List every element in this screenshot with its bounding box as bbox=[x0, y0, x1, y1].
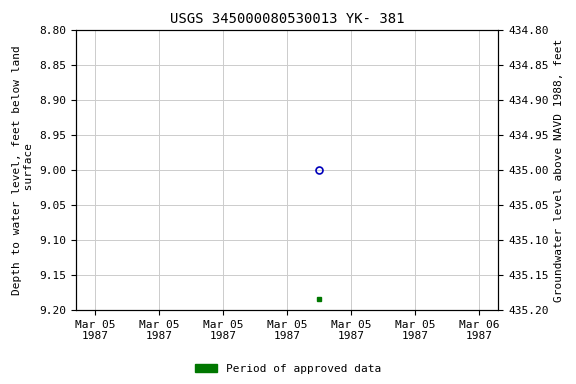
Title: USGS 345000080530013 YK- 381: USGS 345000080530013 YK- 381 bbox=[170, 12, 404, 26]
Y-axis label: Depth to water level, feet below land
 surface: Depth to water level, feet below land su… bbox=[12, 45, 33, 295]
Y-axis label: Groundwater level above NAVD 1988, feet: Groundwater level above NAVD 1988, feet bbox=[554, 38, 564, 301]
Legend: Period of approved data: Period of approved data bbox=[191, 359, 385, 379]
